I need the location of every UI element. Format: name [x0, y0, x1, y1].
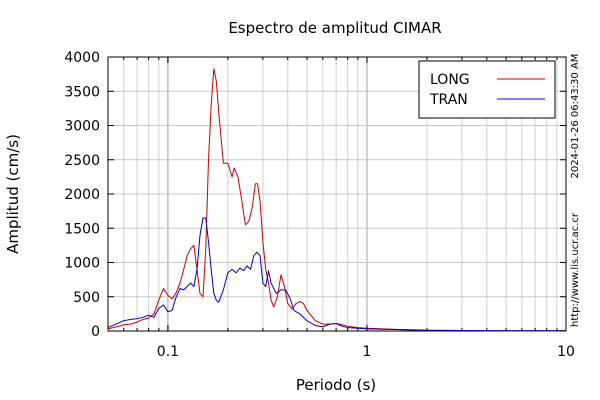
y-tick-label: 4000 [64, 50, 100, 66]
y-tick-label: 3000 [64, 119, 100, 135]
x-tick-label: 1 [362, 344, 371, 360]
legend-box [418, 60, 556, 119]
y-axis-label: Amplitud (cm/s) [4, 134, 22, 254]
timestamp-annotation: 2024-01-26 06:43:30 AM [570, 54, 581, 179]
grid-lines [107, 56, 567, 332]
legend: LONG TRAN [418, 60, 556, 119]
url-annotation: http://www.lis.ucr.ac.cr [570, 212, 581, 327]
x-axis-label: Periodo (s) [296, 376, 376, 394]
series-line-tran [107, 217, 567, 332]
y-tick-label: 1000 [64, 256, 100, 272]
x-tick-label: 0.1 [157, 344, 179, 360]
y-tick-label: 1500 [64, 221, 100, 237]
y-tick-label: 2000 [64, 187, 100, 203]
legend-label-tran: TRAN [429, 92, 468, 108]
axis-ticks: 0 500 1000 1500 2000 2500 3000 3500 4000 0.1 1 10 [64, 50, 575, 360]
y-tick-label: 0 [91, 324, 100, 340]
y-tick-label: 3500 [64, 84, 100, 100]
legend-label-long: LONG [430, 72, 470, 88]
x-tick-label: 10 [557, 344, 575, 360]
series-layer [107, 68, 567, 332]
y-tick-label: 500 [73, 290, 100, 306]
y-tick-label: 2500 [64, 153, 100, 169]
chart-title: Espectro de amplitud CIMAR [228, 19, 441, 37]
